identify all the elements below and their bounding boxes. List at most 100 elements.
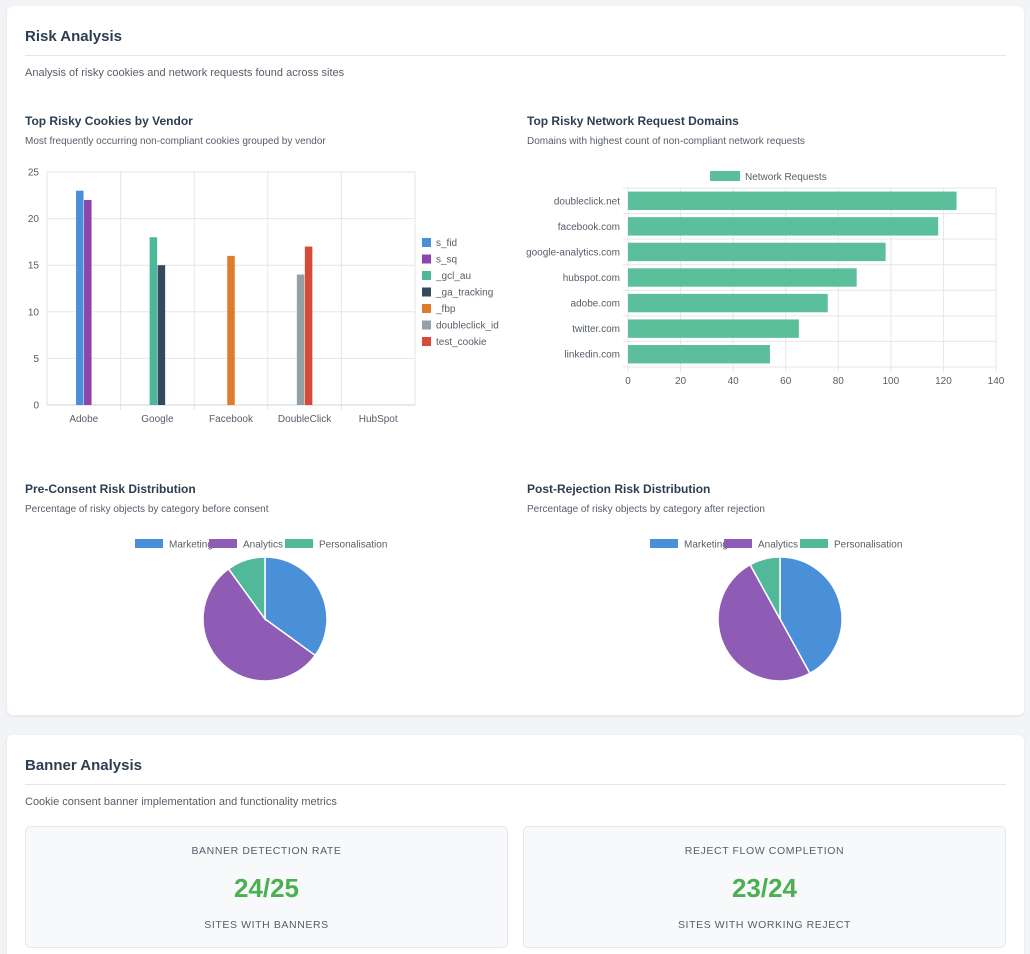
bar-network-requests [628,242,886,262]
x-tick-label: 100 [883,376,900,387]
legend-label: _gcl_au [435,271,471,282]
pie-slice-marketing [779,556,843,675]
legend-swatch [800,539,828,548]
legend-swatch [422,238,431,247]
x-tick-label: HubSpot [359,414,398,425]
pre-consent-chart-description: Percentage of risky objects by category … [25,504,269,515]
legend-swatch [724,539,752,548]
y-tick-label: 0 [33,401,39,412]
y-tick-label: adobe.com [571,299,620,310]
metric-sublabel: SITES WITH WORKING REJECT [677,919,852,931]
legend-label: Personalisation [319,540,387,551]
bar-network-requests [628,319,799,338]
metric-label: REJECT FLOW COMPLETION [684,845,845,857]
y-tick-label: twitter.com [572,324,620,335]
x-tick-label: Facebook [209,414,254,425]
x-tick-label: Google [141,414,174,425]
y-tick-label: 20 [28,214,40,225]
banner-analysis-title: Banner Analysis [25,757,142,774]
legend-label: Marketing [684,540,728,551]
y-tick-label: 10 [28,307,40,318]
risk-analysis-card: Risk Analysis Analysis of risky cookies … [7,6,1024,715]
legend-label: s_sq [436,255,457,266]
banner-analysis-divider [25,784,1006,785]
reject-flow-metric: REJECT FLOW COMPLETION 23/24 SITES WITH … [523,826,1006,948]
pie-slice-personalisation [749,556,781,620]
legend-swatch [285,539,313,548]
y-tick-label: hubspot.com [563,273,620,284]
legend-label: _ga_tracking [435,288,493,299]
metric-value: 23/24 [731,873,798,903]
banner-detection-metric: BANNER DETECTION RATE 24/25 SITES WITH B… [25,826,508,948]
banner-analysis-card: Banner Analysis Cookie consent banner im… [7,735,1024,954]
x-tick-label: 20 [675,376,687,387]
bar-network-requests [628,217,939,236]
x-tick-label: Adobe [69,414,98,425]
bar-network-requests [628,268,857,287]
legend-swatch [422,337,431,346]
y-tick-label: linkedin.com [564,350,620,361]
y-tick-label: facebook.com [558,222,620,233]
post-rejection-pie-chart: Marketing Analytics Personalisation [650,539,902,682]
y-tick-label: google-analytics.com [526,247,620,258]
bar-s-fid [76,190,84,405]
bar-network-requests [628,345,770,364]
x-tick-label: 40 [728,376,740,387]
legend-label: Analytics [243,540,283,551]
legend-label: doubleclick_id [436,321,499,332]
legend-swatch [422,320,431,330]
legend-swatch [422,254,431,264]
banner-analysis-description: Cookie consent banner implementation and… [25,796,337,808]
legend-swatch [135,539,163,548]
pre-consent-chart-title: Pre-Consent Risk Distribution [25,482,196,496]
metric-value: 24/25 [233,873,300,903]
risk-analysis-divider [25,55,1006,56]
legend-label: Network Requests [745,172,827,183]
legend-label: test_cookie [436,337,487,348]
legend-swatch [422,271,431,280]
bar-doubleclick-id [296,274,305,405]
x-tick-label: DoubleClick [278,414,332,425]
cookies-by-vendor-chart: 0 5 10 15 20 25 Adobe Google Facebook DoubleClick… [28,168,499,426]
y-tick-label: doubleclick.net [554,196,620,207]
post-rejection-chart-description: Percentage of risky objects by category … [527,504,765,515]
bar-gcl-au [149,237,158,405]
network-chart-description: Domains with highest count of non-compli… [527,136,805,147]
bar-network-requests [628,293,828,313]
legend-swatch [650,539,678,548]
legend-label: Marketing [169,540,213,551]
legend-label: Analytics [758,540,798,551]
legend-swatch [422,287,431,297]
cookies-chart-title: Top Risky Cookies by Vendor [25,114,193,128]
pie-slice-marketing [264,556,328,657]
post-rejection-chart-title: Post-Rejection Risk Distribution [527,482,711,496]
y-tick-label: 25 [28,168,40,179]
metric-sublabel: SITES WITH BANNERS [204,919,329,931]
legend-label: s_fid [436,238,457,249]
pie-slice-personalisation [227,556,266,622]
x-tick-label: 140 [988,376,1005,387]
cookies-chart-description: Most frequently occurring non-compliant … [25,136,326,147]
bar-s-sq [84,199,92,405]
x-tick-label: 0 [625,376,631,387]
y-tick-label: 5 [33,354,39,365]
network-chart-title: Top Risky Network Request Domains [527,114,739,128]
risk-analysis-description: Analysis of risky cookies and network re… [25,67,345,79]
legend-swatch [710,171,740,181]
y-tick-label: 15 [28,261,40,272]
legend-swatch [422,304,431,313]
x-tick-label: 60 [780,376,792,387]
pre-consent-pie-chart: Marketing Analytics Personalisation [135,539,387,682]
bar-fbp [227,255,235,405]
bar-test-cookie [304,246,313,405]
risk-analysis-title: Risk Analysis [25,28,122,45]
bar-ga-tracking [157,265,166,405]
pie-slice-analytics [202,567,317,682]
legend-label: _fbp [435,304,456,315]
x-tick-label: 80 [833,376,845,387]
metric-label: BANNER DETECTION RATE [191,845,342,857]
network-domains-chart: Network Requests 0 20 40 60 80 100 120 140 double… [526,171,1005,387]
pie-slice-analytics [717,563,811,682]
legend-swatch [209,539,237,548]
bar-network-requests [628,191,957,210]
